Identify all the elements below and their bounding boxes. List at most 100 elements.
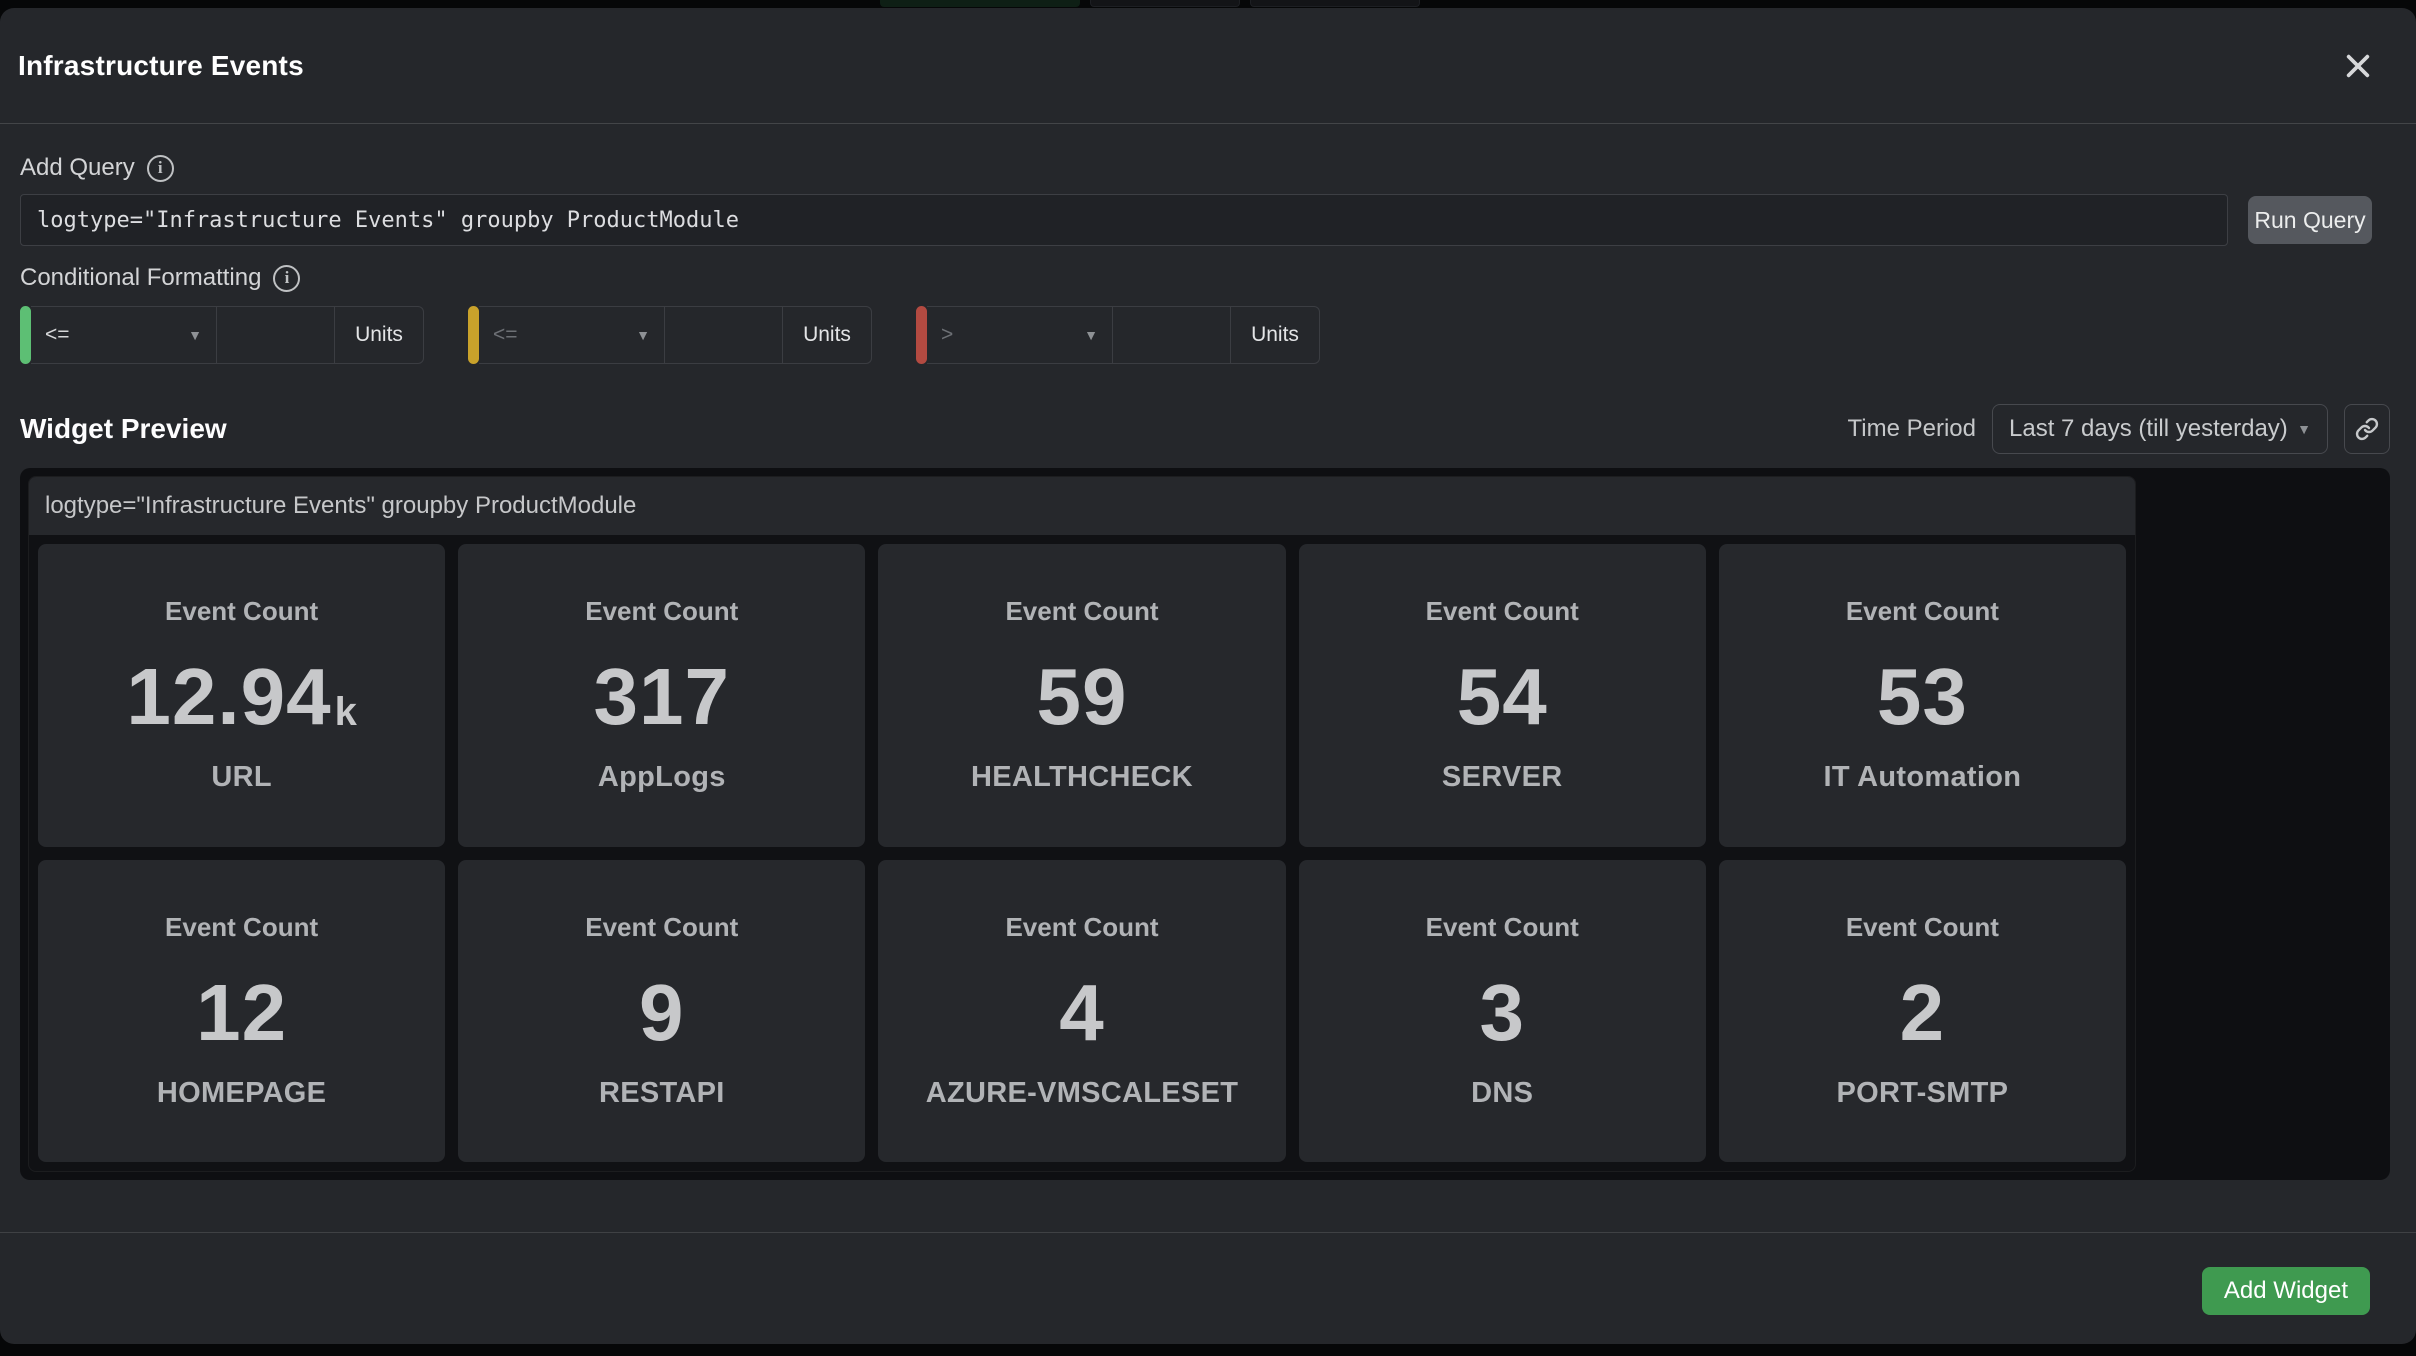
card-value: 12 (196, 967, 288, 1057)
conditional-formatting-section-label: Conditional Formatting i (20, 264, 2396, 292)
card-title: Event Count (165, 596, 319, 627)
card-value-number: 4 (1059, 967, 1105, 1057)
conditional-formatting-row: <= ▼ Units <= ▼ Units (20, 306, 2396, 364)
condition-box: > ▼ Units (927, 306, 1320, 364)
time-period-value: Last 7 days (till yesterday) (2009, 415, 2288, 442)
units-label: Units (803, 323, 851, 346)
card-label: AZURE-VMSCALESET (925, 1076, 1239, 1109)
card-value-number: 9 (639, 967, 685, 1057)
event-count-card: Event Count 4 AZURE-VMSCALESET (878, 859, 1286, 1162)
condition-color-bar-yellow (468, 306, 479, 364)
widget-preview-heading: Widget Preview (20, 413, 227, 444)
card-value-number: 12 (196, 967, 288, 1057)
condition-box: <= ▼ Units (479, 306, 872, 364)
widget-preview-header-row: Widget Preview Time Period Last 7 days (… (20, 404, 2396, 454)
run-query-button[interactable]: Run Query (2248, 196, 2372, 244)
operator-dropdown[interactable]: > ▼ (927, 307, 1113, 363)
card-value: 59 (1037, 657, 1128, 737)
card-value: 317 (594, 657, 730, 737)
card-title: Event Count (585, 911, 739, 942)
units-label: Units (355, 323, 403, 346)
card-title: Event Count (1845, 596, 1999, 627)
event-count-card: Event Count 12.94 k URL (38, 544, 446, 847)
units-label: Units (1251, 323, 1299, 346)
card-label: DNS (1471, 1076, 1534, 1109)
event-count-card: Event Count 54 SERVER (1298, 544, 1706, 847)
condition-value-input[interactable] (1113, 307, 1231, 363)
operator-dropdown[interactable]: <= ▼ (31, 307, 217, 363)
close-icon (2346, 54, 2370, 77)
condition-value-input[interactable] (217, 307, 335, 363)
card-label: SERVER (1441, 761, 1563, 794)
infrastructure-events-modal: Infrastructure Events Add Query i Run Qu… (0, 8, 2416, 1344)
chevron-down-icon: ▼ (2297, 421, 2311, 437)
card-title: Event Count (1005, 911, 1159, 942)
condition-value-input[interactable] (665, 307, 783, 363)
card-value: 4 (1059, 967, 1105, 1057)
card-value: 12.94 k (126, 657, 356, 737)
info-icon[interactable]: i (273, 264, 301, 292)
card-value: 54 (1457, 657, 1548, 737)
widget-panel: logtype="Infrastructure Events" groupby … (28, 476, 2136, 1172)
event-count-card: Event Count 317 AppLogs (458, 544, 866, 847)
panel-query-bar: logtype="Infrastructure Events" groupby … (29, 477, 2135, 535)
card-value-number: 12.94 (126, 652, 332, 742)
card-label: HEALTHCHECK (971, 761, 1193, 794)
chevron-down-icon: ▼ (188, 327, 202, 343)
operator-value: <= (45, 323, 70, 346)
operator-value: <= (493, 323, 518, 346)
operator-dropdown[interactable]: <= ▼ (479, 307, 665, 363)
modal-title: Infrastructure Events (18, 49, 304, 81)
card-value-number: 2 (1899, 967, 1946, 1057)
event-count-card: Event Count 59 HEALTHCHECK (878, 544, 1286, 847)
card-value-number: 317 (593, 652, 731, 742)
operator-value: > (941, 323, 954, 346)
card-value: 53 (1877, 657, 1968, 737)
card-title: Event Count (1845, 911, 1999, 942)
chain-link-icon (2355, 417, 2379, 441)
card-value-number: 3 (1479, 967, 1525, 1057)
card-label: URL (211, 761, 272, 794)
link-button[interactable] (2344, 404, 2390, 454)
card-value-number: 53 (1876, 652, 1968, 742)
chevron-down-icon: ▼ (1084, 327, 1098, 343)
card-label: PORT-SMTP (1836, 1076, 2009, 1109)
modal-header: Infrastructure Events (0, 8, 2416, 124)
close-button[interactable] (2338, 46, 2378, 86)
add-query-label: Add Query (20, 154, 135, 181)
query-row: Run Query (20, 194, 2396, 246)
page-artifact (1250, 0, 1420, 7)
conditional-formatting-label: Conditional Formatting (20, 264, 262, 291)
event-count-card: Event Count 12 HOMEPAGE (38, 859, 446, 1162)
condition-box: <= ▼ Units (31, 306, 424, 364)
card-title: Event Count (1425, 596, 1579, 627)
card-title: Event Count (1005, 596, 1159, 627)
card-title: Event Count (165, 911, 319, 942)
event-count-card: Event Count 53 IT Automation (1718, 544, 2126, 847)
card-value: 2 (1899, 967, 1946, 1057)
query-input[interactable] (20, 194, 2228, 246)
condition-color-bar-red (916, 306, 927, 364)
info-icon[interactable]: i (146, 154, 174, 182)
footer-divider (0, 1232, 2416, 1233)
add-widget-button[interactable]: Add Widget (2201, 1267, 2370, 1315)
event-count-cards-grid: Event Count 12.94 k URL Event Count 317 … (29, 535, 2135, 1171)
card-title: Event Count (585, 596, 739, 627)
condition-group-green: <= ▼ Units (20, 306, 424, 364)
event-count-card: Event Count 9 RESTAPI (458, 859, 866, 1162)
page-artifact (880, 0, 1080, 7)
time-period-dropdown[interactable]: Last 7 days (till yesterday) ▼ (1992, 404, 2328, 454)
card-label: RESTAPI (598, 1076, 725, 1109)
card-label: HOMEPAGE (156, 1076, 327, 1109)
modal-footer: Add Widget (0, 1233, 2416, 1315)
add-query-section-label: Add Query i (20, 154, 2396, 182)
card-value: 3 (1479, 967, 1525, 1057)
chevron-down-icon: ▼ (636, 327, 650, 343)
time-period-group: Time Period Last 7 days (till yesterday)… (1848, 404, 2390, 454)
page-artifact (1090, 0, 1240, 7)
card-value: 9 (639, 967, 685, 1057)
card-value-number: 59 (1036, 652, 1128, 742)
card-label: AppLogs (597, 761, 726, 794)
card-value-suffix: k (334, 690, 357, 735)
event-count-card: Event Count 3 DNS (1298, 859, 1706, 1162)
